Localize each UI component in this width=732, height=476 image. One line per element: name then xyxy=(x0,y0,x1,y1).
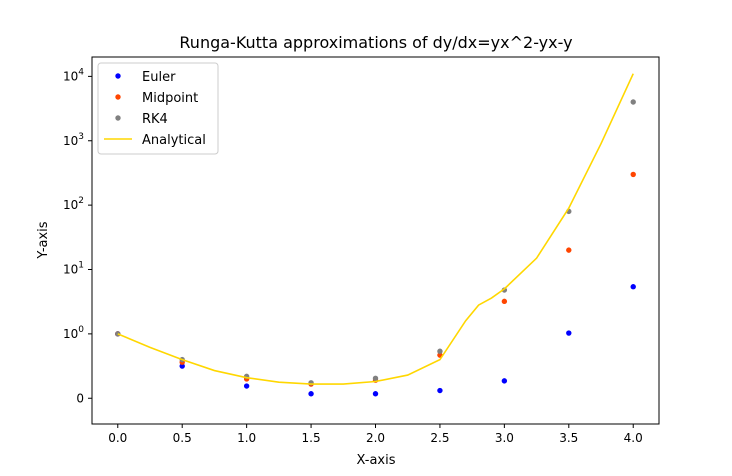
euler-point xyxy=(437,387,443,394)
x-tick-label: 4.0 xyxy=(624,431,643,445)
midpoint-legend-swatch xyxy=(115,94,121,100)
rk4-point xyxy=(630,99,636,105)
euler-legend-swatch xyxy=(115,73,121,79)
plot-content xyxy=(115,73,636,397)
midpoint-legend-label: Midpoint xyxy=(142,91,198,106)
rk4-legend-swatch xyxy=(115,115,121,121)
y-tick-label: 0 xyxy=(76,391,84,405)
euler-legend-label: Euler xyxy=(142,70,176,85)
x-tick-label: 2.5 xyxy=(430,431,449,445)
euler-point xyxy=(566,330,572,336)
rk4-point xyxy=(437,348,443,354)
x-tick-label: 0.0 xyxy=(108,431,127,445)
euler-point xyxy=(243,383,250,389)
chart-title: Runga-Kutta approximations of dy/dx=yx^2… xyxy=(179,33,572,52)
analytical-legend-label: Analytical xyxy=(142,133,206,148)
x-tick-label: 2.0 xyxy=(366,431,385,445)
x-tick-label: 3.0 xyxy=(495,431,514,445)
rk4-legend-label: RK4 xyxy=(142,112,168,127)
x-tick-label: 3.5 xyxy=(559,431,578,445)
euler-point xyxy=(501,378,508,384)
legend: Euler Midpoint RK4 Analytical xyxy=(97,62,219,155)
plot-frame xyxy=(91,56,660,425)
midpoint-point xyxy=(501,298,508,305)
x-tick-label: 1.5 xyxy=(302,431,321,445)
midpoint-point xyxy=(630,171,636,178)
euler-point xyxy=(372,391,379,397)
euler-point xyxy=(630,284,636,290)
rk4-point xyxy=(372,375,379,381)
euler-point xyxy=(179,363,185,369)
euler-point xyxy=(308,391,314,397)
x-tick-label: 1.0 xyxy=(237,431,256,445)
x-axis-label: X-axis xyxy=(357,453,396,468)
legend-box xyxy=(97,62,219,155)
y-axis-label: Y-axis xyxy=(36,221,51,259)
midpoint-point xyxy=(566,247,572,253)
x-tick-label: 0.5 xyxy=(173,431,192,445)
analytical-line xyxy=(117,73,634,385)
x-axis-ticks: 0.0 0.5 1.0 1.5 2.0 2.5 3.0 3.5 4.0 xyxy=(108,424,643,445)
